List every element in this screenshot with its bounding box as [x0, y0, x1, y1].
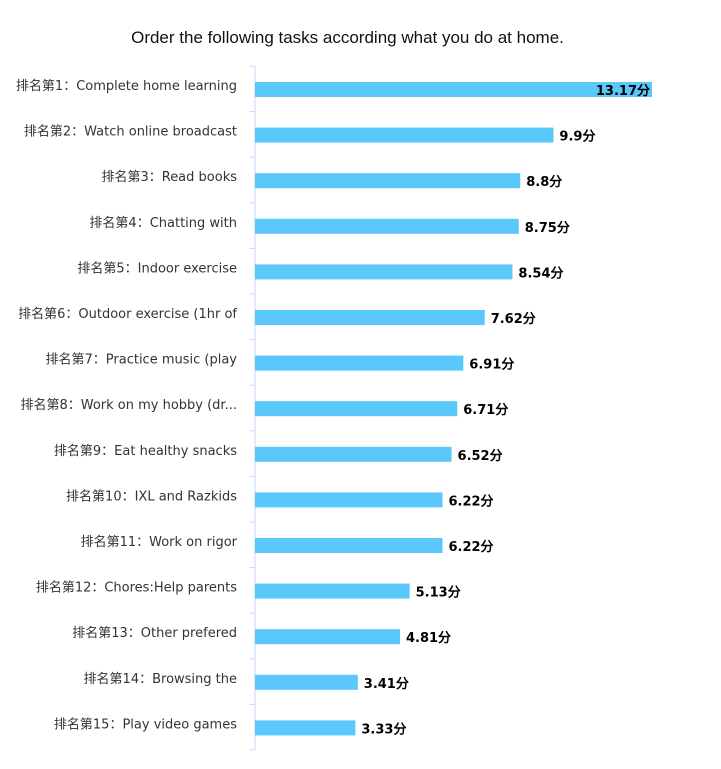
value-label: 4.81分	[406, 630, 451, 646]
category-label: 排名第1：Complete home learning	[16, 78, 237, 94]
value-label: 6.22分	[448, 539, 493, 555]
bar[interactable]	[255, 492, 443, 508]
category-label: 排名第7：Practice music (play	[46, 352, 238, 368]
category-label: 排名第15：Play video games	[54, 716, 237, 732]
value-label: 6.91分	[469, 357, 514, 373]
bar[interactable]	[255, 720, 356, 736]
category-label: 排名第6：Outdoor exercise (1hr of	[18, 306, 237, 322]
value-label: 8.75分	[525, 220, 570, 236]
category-label: 排名第12：Chores:Help parents	[36, 580, 237, 596]
category-label: 排名第13：Other prefered	[72, 625, 237, 641]
value-label: 5.13分	[416, 585, 461, 601]
bar[interactable]	[255, 127, 554, 143]
category-label: 排名第4：Chatting with	[89, 215, 237, 231]
bar[interactable]	[255, 218, 519, 234]
bar[interactable]	[255, 401, 458, 417]
value-label: 3.33分	[361, 721, 406, 737]
value-label: 13.17分	[596, 83, 650, 99]
value-label: 8.54分	[518, 265, 563, 281]
bar[interactable]	[255, 310, 485, 325]
bar[interactable]	[255, 538, 443, 553]
value-label: 3.41分	[364, 676, 409, 692]
bar[interactable]	[255, 674, 358, 690]
value-label: 8.8分	[526, 174, 562, 190]
value-label: 6.52分	[458, 448, 503, 464]
bar[interactable]	[255, 446, 452, 462]
bar[interactable]	[255, 355, 464, 371]
value-label: 6.71分	[463, 402, 508, 418]
bar[interactable]	[255, 264, 513, 280]
bar[interactable]	[255, 583, 410, 599]
category-label: 排名第10：IXL and Razkids	[66, 488, 237, 504]
bar[interactable]	[255, 173, 521, 189]
category-label: 排名第9：Eat healthy snacks	[54, 443, 237, 459]
value-label: 6.22分	[448, 493, 493, 509]
category-label: 排名第14：Browsing the	[84, 671, 237, 687]
bar[interactable]	[255, 629, 400, 645]
value-label: 7.62分	[491, 311, 536, 327]
category-label: 排名第8：Work on my hobby (dr...	[20, 397, 237, 413]
value-label: 9.9分	[559, 129, 595, 145]
bar[interactable]	[255, 82, 652, 97]
chart-title: Order the following tasks according what…	[131, 28, 564, 47]
category-label: 排名第2：Watch online broadcast	[24, 124, 237, 140]
category-label: 排名第5：Indoor exercise	[77, 260, 237, 276]
category-label: 排名第11：Work on rigor	[81, 534, 238, 550]
category-label: 排名第3：Read books	[101, 169, 237, 185]
